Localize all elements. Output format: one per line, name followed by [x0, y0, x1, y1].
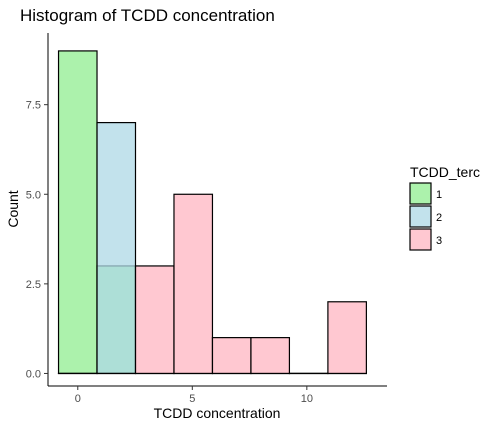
- x-tick-label: 5: [189, 393, 195, 405]
- bar-series-3-bin-6: [250, 337, 291, 375]
- y-tick-label: 0.0: [26, 368, 41, 380]
- legend-label-1: 1: [436, 189, 442, 201]
- legend-key-2: [409, 205, 432, 228]
- legend-title: TCDD_terc: [410, 164, 480, 180]
- y-tick-label: 2.5: [26, 279, 41, 291]
- y-ticks: 0.0 2.5 5.0 7.5: [26, 100, 48, 380]
- legend-label-3: 3: [436, 235, 442, 247]
- bar-series-2-bin-2: [96, 121, 137, 375]
- y-tick-label: 5.0: [26, 189, 41, 201]
- x-tick-label: 0: [75, 393, 81, 405]
- chart-title: Histogram of TCDD concentration: [20, 6, 275, 25]
- bar-series-3-bin-3: [134, 265, 175, 375]
- bar-series-3-bin-8: [327, 301, 367, 375]
- legend-items: 1 2 3: [409, 182, 442, 251]
- legend-key-1: [409, 182, 432, 205]
- bar-series-3-bin-4: [173, 193, 214, 375]
- y-axis-title: Count: [5, 190, 21, 227]
- x-axis-title: TCDD concentration: [154, 405, 281, 421]
- bars-layer: [57, 50, 367, 375]
- y-tick-label: 7.5: [26, 100, 41, 112]
- bar-series-3-bin-5: [211, 337, 252, 375]
- legend-label-2: 2: [436, 212, 442, 224]
- legend: TCDD_terc 1 2 3: [409, 164, 480, 251]
- x-ticks: 0 5 10: [75, 386, 313, 405]
- bar-series-1-bin-1: [57, 50, 98, 375]
- x-tick-label: 10: [301, 393, 313, 405]
- legend-key-3: [409, 228, 432, 251]
